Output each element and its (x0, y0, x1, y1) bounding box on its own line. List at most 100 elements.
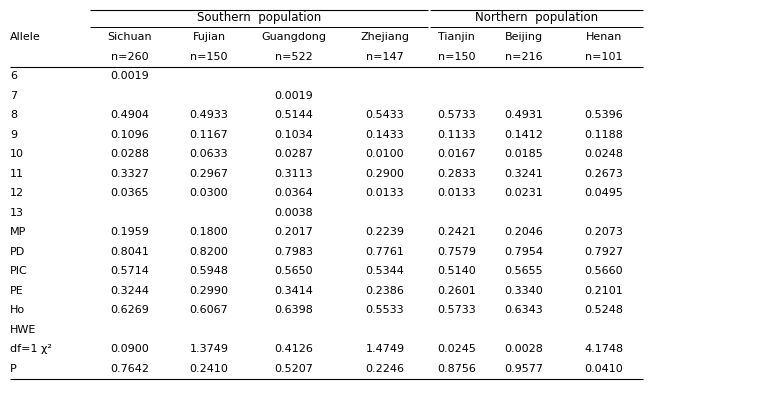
Text: 0.2246: 0.2246 (365, 364, 405, 374)
Text: 0.2833: 0.2833 (437, 169, 476, 179)
Text: 0.8756: 0.8756 (437, 364, 476, 374)
Text: 0.0133: 0.0133 (365, 188, 404, 198)
Text: 0.5948: 0.5948 (190, 266, 228, 276)
Text: 0.0288: 0.0288 (110, 149, 150, 159)
Text: 0.9577: 0.9577 (504, 364, 544, 374)
Text: 0.2421: 0.2421 (437, 227, 476, 237)
Text: 0.3327: 0.3327 (110, 169, 150, 179)
Text: 0.0287: 0.0287 (274, 149, 314, 159)
Text: 0.7579: 0.7579 (437, 247, 476, 257)
Text: Northern  population: Northern population (475, 11, 598, 24)
Text: 0.2017: 0.2017 (274, 227, 314, 237)
Text: Zhejiang: Zhejiang (361, 32, 409, 42)
Text: 0.5733: 0.5733 (437, 110, 476, 120)
Text: 0.6269: 0.6269 (110, 305, 150, 315)
Text: n=260: n=260 (111, 52, 149, 62)
Text: 0.5733: 0.5733 (437, 305, 476, 315)
Text: PE: PE (10, 286, 24, 296)
Text: n=150: n=150 (190, 52, 227, 62)
Text: 0.4126: 0.4126 (274, 344, 314, 354)
Text: n=147: n=147 (366, 52, 404, 62)
Text: MP: MP (10, 227, 26, 237)
Text: 11: 11 (10, 169, 24, 179)
Text: 0.5655: 0.5655 (505, 266, 544, 276)
Text: 0.5144: 0.5144 (274, 110, 314, 120)
Text: 0.3244: 0.3244 (110, 286, 150, 296)
Text: 0.2967: 0.2967 (190, 169, 228, 179)
Text: 0.0133: 0.0133 (437, 188, 476, 198)
Text: df=1 χ²: df=1 χ² (10, 344, 52, 354)
Text: 0.1034: 0.1034 (274, 130, 313, 140)
Text: 0.7954: 0.7954 (504, 247, 544, 257)
Text: 0.2239: 0.2239 (365, 227, 405, 237)
Text: Henan: Henan (586, 32, 622, 42)
Text: Ho: Ho (10, 305, 25, 315)
Text: Beijing: Beijing (505, 32, 543, 42)
Text: 0.2101: 0.2101 (584, 286, 624, 296)
Text: 0.5650: 0.5650 (274, 266, 313, 276)
Text: 0.0300: 0.0300 (190, 188, 228, 198)
Text: 0.2046: 0.2046 (504, 227, 544, 237)
Text: 0.0495: 0.0495 (584, 188, 624, 198)
Text: 1.3749: 1.3749 (190, 344, 228, 354)
Text: P: P (10, 364, 17, 374)
Text: 0.5344: 0.5344 (365, 266, 405, 276)
Text: HWE: HWE (10, 325, 36, 335)
Text: 0.2410: 0.2410 (190, 364, 228, 374)
Text: 0.1959: 0.1959 (110, 227, 150, 237)
Text: 0.0245: 0.0245 (437, 344, 476, 354)
Text: Sichuan: Sichuan (108, 32, 153, 42)
Text: 0.0231: 0.0231 (505, 188, 544, 198)
Text: 0.8200: 0.8200 (190, 247, 228, 257)
Text: 0.5433: 0.5433 (365, 110, 404, 120)
Text: 0.5660: 0.5660 (584, 266, 623, 276)
Text: 0.1412: 0.1412 (504, 130, 544, 140)
Text: 0.5207: 0.5207 (274, 364, 314, 374)
Text: 6: 6 (10, 71, 17, 81)
Text: 0.4933: 0.4933 (190, 110, 228, 120)
Text: 0.2386: 0.2386 (365, 286, 405, 296)
Text: Fujian: Fujian (193, 32, 226, 42)
Text: Allele: Allele (10, 32, 41, 42)
Text: PD: PD (10, 247, 25, 257)
Text: 0.3340: 0.3340 (505, 286, 544, 296)
Text: 0.0364: 0.0364 (274, 188, 313, 198)
Text: 0.8041: 0.8041 (110, 247, 150, 257)
Text: 0.0100: 0.0100 (365, 149, 404, 159)
Text: Southern  population: Southern population (197, 11, 322, 24)
Text: 0.5248: 0.5248 (584, 305, 624, 315)
Text: 0.0633: 0.0633 (190, 149, 228, 159)
Text: 0.7761: 0.7761 (365, 247, 405, 257)
Text: 0.6067: 0.6067 (190, 305, 228, 315)
Text: 0.1133: 0.1133 (437, 130, 476, 140)
Text: 0.1433: 0.1433 (365, 130, 404, 140)
Text: 0.4931: 0.4931 (504, 110, 544, 120)
Text: 0.2990: 0.2990 (190, 286, 228, 296)
Text: 7: 7 (10, 91, 17, 101)
Text: 0.2673: 0.2673 (584, 169, 624, 179)
Text: 0.6343: 0.6343 (505, 305, 544, 315)
Text: 10: 10 (10, 149, 24, 159)
Text: 0.3414: 0.3414 (274, 286, 314, 296)
Text: 0.0900: 0.0900 (110, 344, 150, 354)
Text: 0.0410: 0.0410 (584, 364, 624, 374)
Text: 0.2073: 0.2073 (584, 227, 624, 237)
Text: 13: 13 (10, 208, 24, 218)
Text: 0.2601: 0.2601 (437, 286, 476, 296)
Text: 4.1748: 4.1748 (584, 344, 624, 354)
Text: 0.4904: 0.4904 (110, 110, 150, 120)
Text: 9: 9 (10, 130, 17, 140)
Text: 0.5396: 0.5396 (584, 110, 624, 120)
Text: 0.5533: 0.5533 (365, 305, 404, 315)
Text: 0.6398: 0.6398 (274, 305, 314, 315)
Text: n=522: n=522 (275, 52, 313, 62)
Text: 0.1800: 0.1800 (190, 227, 228, 237)
Text: 0.0019: 0.0019 (274, 91, 313, 101)
Text: 0.0038: 0.0038 (274, 208, 313, 218)
Text: 0.7983: 0.7983 (274, 247, 314, 257)
Text: 0.1167: 0.1167 (190, 130, 228, 140)
Text: 0.0185: 0.0185 (505, 149, 544, 159)
Text: 0.0019: 0.0019 (110, 71, 150, 81)
Text: 12: 12 (10, 188, 24, 198)
Text: 0.5140: 0.5140 (437, 266, 476, 276)
